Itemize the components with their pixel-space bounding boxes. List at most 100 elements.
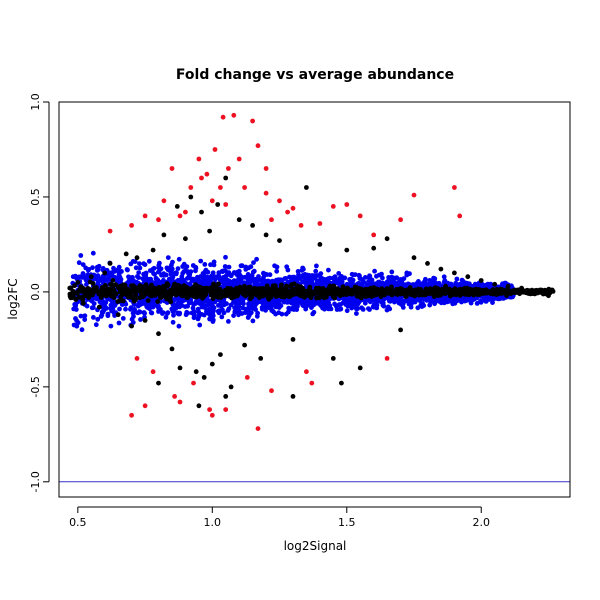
dense-point (467, 286, 472, 292)
dense-point (512, 290, 518, 295)
dense-point (330, 292, 336, 298)
dense-point (120, 298, 126, 304)
dense-point (166, 296, 171, 302)
dense-point (380, 275, 385, 281)
dense-point (115, 299, 121, 304)
dense-point (104, 291, 110, 297)
dense-point (181, 269, 187, 275)
dense-point (215, 273, 221, 279)
scatter-point (304, 369, 309, 375)
scatter-point (156, 380, 161, 386)
dense-point (128, 261, 134, 267)
dense-point (156, 290, 162, 296)
dense-point (257, 295, 262, 300)
dense-point (95, 316, 101, 322)
dense-point (300, 279, 306, 284)
scatter-point (236, 156, 242, 162)
dense-point (137, 309, 143, 315)
dense-point (87, 279, 93, 285)
dense-point (207, 316, 213, 322)
dense-point (168, 264, 174, 269)
scatter-point (236, 217, 242, 223)
dense-point (117, 288, 123, 294)
scatter-point (196, 403, 202, 409)
scatter-point (492, 281, 498, 287)
scatter-point (258, 356, 264, 361)
dense-point (274, 264, 280, 270)
dense-point (280, 291, 286, 297)
scatter-point (150, 369, 156, 375)
dense-point (184, 309, 190, 315)
dense-point (422, 292, 428, 298)
dense-point (104, 277, 110, 283)
dense-point (208, 285, 213, 291)
dense-point (331, 283, 337, 289)
dense-point (396, 298, 401, 304)
scatter-point (169, 346, 175, 352)
x-axis: 0.5 1.0 1.5 2.0 (69, 506, 490, 529)
scatter-point (371, 245, 377, 251)
scatter-point (344, 202, 350, 207)
dense-point (158, 295, 164, 300)
dense-point (146, 276, 152, 282)
dense-point (151, 265, 157, 271)
scatter-point (384, 236, 390, 242)
dense-point (300, 303, 306, 309)
dense-point (419, 292, 424, 298)
scatter-point (411, 255, 417, 261)
dense-point (363, 288, 368, 294)
dense-point (410, 282, 416, 287)
dense-point (254, 313, 260, 319)
scatter-point (204, 171, 210, 177)
dense-point (117, 306, 122, 312)
dense-point (309, 300, 315, 306)
dense-point (307, 280, 313, 286)
dense-point (404, 270, 410, 276)
dense-point (543, 290, 548, 295)
dense-point (394, 283, 399, 288)
scatter-point (88, 274, 94, 280)
dense-point (223, 254, 228, 260)
dense-point (136, 270, 142, 275)
dense-point (228, 292, 234, 297)
scatter-point (242, 342, 248, 348)
y-axis: -1.0-0.50.00.51.0 (29, 93, 50, 493)
dense-point (104, 287, 110, 293)
dense-point (314, 263, 319, 269)
dense-point (110, 278, 116, 283)
scatter-point (263, 190, 269, 196)
dense-point (193, 282, 198, 287)
dense-point (210, 270, 216, 276)
dense-point (340, 284, 346, 290)
dense-point (149, 282, 154, 288)
dense-point (333, 303, 339, 309)
scatter-point (172, 394, 178, 399)
scatter-point (129, 223, 135, 228)
dense-point (120, 316, 126, 321)
scatter-point (201, 375, 207, 380)
scatter-point (255, 143, 261, 149)
dense-point-cloud (67, 250, 556, 333)
dense-point (135, 303, 141, 309)
dense-point (83, 293, 89, 299)
dense-point (362, 300, 368, 306)
dense-point (90, 250, 96, 256)
dense-point (186, 271, 192, 277)
dense-point (189, 310, 195, 316)
dense-point (73, 273, 78, 279)
dense-point (374, 305, 380, 311)
dense-point (164, 290, 170, 296)
dense-point (406, 286, 412, 292)
scatter-point (191, 380, 196, 386)
dense-point (79, 327, 85, 333)
dense-point (362, 275, 368, 280)
dense-point (156, 309, 161, 314)
dense-point (240, 298, 246, 304)
dense-point (172, 281, 178, 287)
dense-point (91, 301, 97, 306)
dense-point (246, 301, 251, 307)
dense-point (379, 289, 385, 295)
dense-point (93, 322, 99, 328)
scatter-point (102, 270, 108, 276)
dense-point (404, 293, 409, 299)
